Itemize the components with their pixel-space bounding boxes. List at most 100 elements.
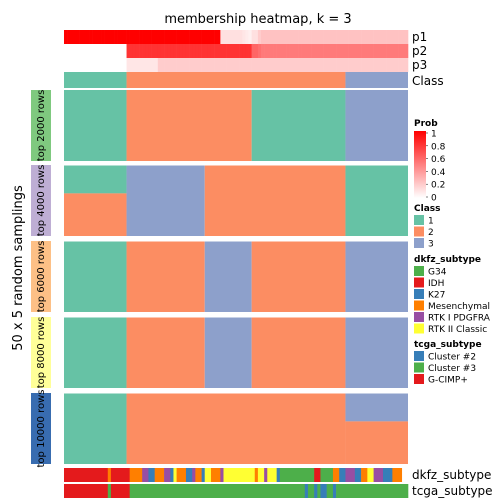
prob-cell-p1 [101, 30, 105, 44]
prob-cell-p3 [126, 58, 130, 72]
prob-cell-p1 [304, 30, 309, 44]
prob-cell-p3 [114, 58, 118, 72]
prob-cell-p3 [373, 58, 378, 72]
prob-cell-p3 [248, 58, 252, 72]
annotation-cell-tcga_subtype [326, 484, 334, 498]
prob-gradient-bar [414, 131, 426, 198]
prob-cell-p3 [195, 58, 199, 72]
prob-cell-p1 [298, 30, 302, 44]
prob-cell-p3 [142, 58, 146, 72]
membership-block [251, 90, 346, 161]
prob-cell-p1 [120, 30, 124, 44]
prob-cell-p2 [126, 44, 130, 58]
annotation-cell-dkfz_subtype [195, 468, 202, 482]
prob-cell-p2 [110, 44, 115, 58]
prob-cell-p1 [317, 30, 321, 44]
annotation-cell-tcga_subtype [307, 484, 315, 498]
prob-cell-p3 [395, 58, 399, 72]
prob-cell-p1 [76, 30, 80, 44]
prob-cell-p3 [376, 58, 381, 72]
annotation-cell-dkfz_subtype [142, 468, 149, 482]
prob-cell-p3 [129, 58, 134, 72]
prob-cell-p1 [157, 30, 162, 44]
prob-cell-p1 [361, 30, 365, 44]
prob-cell-p3 [217, 58, 221, 72]
prob-cell-p3 [154, 58, 159, 72]
prob-cell-p2 [117, 44, 121, 58]
annotation-cell-tcga_subtype [332, 484, 337, 498]
prob-cell-p2 [95, 44, 99, 58]
prob-cell-p2 [251, 44, 256, 58]
prob-cell-p1 [398, 30, 403, 44]
prob-cell-p3 [157, 58, 162, 72]
legend-item-label: K27 [428, 291, 445, 301]
prob-cell-p3 [64, 58, 68, 72]
membership-block [345, 90, 408, 161]
prob-cell-p3 [404, 58, 409, 72]
prob-cell-p2 [386, 44, 390, 58]
prob-cell-p2 [185, 44, 190, 58]
prob-cell-p2 [367, 44, 371, 58]
prob-cell-p3 [192, 58, 196, 72]
prob-cell-p1 [142, 30, 146, 44]
prob-cell-p2 [151, 44, 155, 58]
prob-cell-p1 [273, 30, 277, 44]
legend-item-label: 2 [428, 228, 434, 238]
legends: Prob10.80.60.40.20Class123dkfz_subtypeG3… [414, 119, 491, 386]
prob-cell-p3 [123, 58, 127, 72]
legend-swatch [414, 362, 424, 373]
prob-cell-p1 [229, 30, 234, 44]
prob-cell-p1 [170, 30, 174, 44]
prob-cell-p2 [345, 44, 349, 58]
prob-cell-p2 [148, 44, 152, 58]
prob-cell-p1 [189, 30, 193, 44]
prob-cell-p1 [354, 30, 359, 44]
prob-cell-p1 [154, 30, 159, 44]
prob-cell-p3 [276, 58, 281, 72]
prob-cell-p2 [248, 44, 252, 58]
prob-cell-p2 [207, 44, 212, 58]
membership-block [64, 317, 127, 388]
prob-cell-p2 [320, 44, 324, 58]
group-separator [30, 238, 408, 242]
legend-swatch [414, 374, 424, 384]
legend-swatch [414, 266, 424, 276]
prob-cell-p2 [270, 44, 274, 58]
annotation-cell-dkfz_subtype [382, 468, 393, 482]
prob-cell-p1 [223, 30, 227, 44]
prob-cell-p1 [389, 30, 393, 44]
legend-item-label: G-CIMP+ [428, 376, 468, 386]
prob-cell-p2 [336, 44, 340, 58]
prob-cell-p2 [167, 44, 171, 58]
prob-cell-p1 [220, 30, 224, 44]
prob-cell-p3 [336, 58, 340, 72]
prob-cell-p3 [226, 58, 231, 72]
prob-row-label-p3: p3 [412, 58, 427, 72]
prob-cell-p2 [351, 44, 356, 58]
prob-cell-p2 [361, 44, 365, 58]
prob-cell-p3 [223, 58, 227, 72]
prob-cell-p1 [332, 30, 337, 44]
prob-cell-p3 [320, 58, 324, 72]
prob-cell-p2 [226, 44, 231, 58]
prob-cell-p3 [314, 58, 318, 72]
prob-cell-p1 [135, 30, 140, 44]
legend-swatch [414, 312, 424, 322]
prob-cell-p2 [329, 44, 334, 58]
annotation-cell-tcga_subtype [320, 484, 327, 498]
legend-title-dkfz_subtype: dkfz_subtype [414, 255, 481, 265]
prob-cell-p3 [210, 58, 215, 72]
prob-cell-p1 [307, 30, 312, 44]
prob-cell-p3 [401, 58, 406, 72]
prob-cell-p3 [329, 58, 334, 72]
annotation-cell-tcga_subtype [314, 484, 318, 498]
prob-cell-p2 [145, 44, 149, 58]
annotation-cell-dkfz_subtype [320, 468, 334, 482]
prob-cell-p1 [301, 30, 306, 44]
prob-cell-p1 [145, 30, 149, 44]
prob-cell-p1 [382, 30, 387, 44]
prob-cell-p2 [120, 44, 124, 58]
prob-cell-p3 [307, 58, 312, 72]
prob-cell-p1 [98, 30, 102, 44]
prob-cell-p3 [120, 58, 124, 72]
